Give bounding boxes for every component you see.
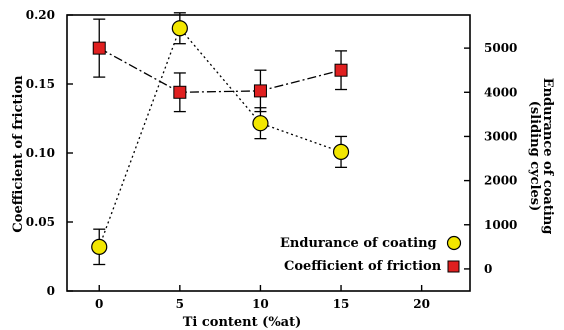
- data-point-endurance: [252, 115, 269, 132]
- y-right-tick-label: 4000: [484, 85, 517, 99]
- y-axis-right-label-line2: (sliding cycles): [527, 101, 542, 212]
- y-axis-right-label-line1: Endurance of coating: [540, 78, 555, 235]
- y-right-tick-label: 5000: [484, 41, 517, 55]
- series-endurance: [91, 12, 350, 266]
- legend-marker-friction: [447, 260, 460, 273]
- y-right-tick-label: 2000: [484, 174, 517, 188]
- y-left-tick-label: 0: [47, 284, 55, 298]
- data-point-endurance: [91, 238, 108, 255]
- x-tick-label: 5: [176, 297, 184, 311]
- y-axis-left-label: Coefficient of friction: [11, 75, 26, 233]
- y-left-tick-label: 0.05: [26, 215, 55, 229]
- x-tick-label: 15: [333, 297, 350, 311]
- y-right-tick-label: 0: [484, 262, 492, 276]
- data-point-endurance: [332, 143, 350, 160]
- legend-marker-endurance: [446, 235, 462, 251]
- y-right-tick-label: 1000: [484, 218, 517, 232]
- legend-label-endurance: Endurance of coating: [280, 236, 437, 251]
- x-tick-label: 10: [252, 297, 269, 311]
- legend: Endurance of coating Coefficient of fric…: [280, 235, 462, 274]
- y-left-tick-label: 0.15: [26, 77, 55, 91]
- data-point-friction: [334, 63, 348, 77]
- series-friction: [92, 18, 348, 113]
- data-point-friction: [173, 85, 187, 99]
- y-right-tick-label: 3000: [484, 129, 517, 143]
- y-left-tick-label: 0.20: [26, 8, 55, 22]
- data-point-friction: [92, 41, 106, 55]
- y-left-tick-label: 0.10: [26, 146, 55, 160]
- x-tick-label: 0: [95, 297, 103, 311]
- legend-label-friction: Coefficient of friction: [284, 259, 442, 274]
- x-axis-label: Ti content (%at): [183, 315, 302, 330]
- series-line-endurance: [98, 26, 342, 248]
- series-line-friction: [98, 47, 342, 93]
- data-point-friction: [253, 84, 267, 98]
- x-tick-label: 20: [413, 297, 430, 311]
- axes: 0 5 10 15 20 0 0.05 0.10 0.15 0.20 0 1000 2000 3000 40…: [26, 8, 518, 311]
- series-layer: [91, 12, 350, 266]
- data-point-endurance: [171, 20, 188, 37]
